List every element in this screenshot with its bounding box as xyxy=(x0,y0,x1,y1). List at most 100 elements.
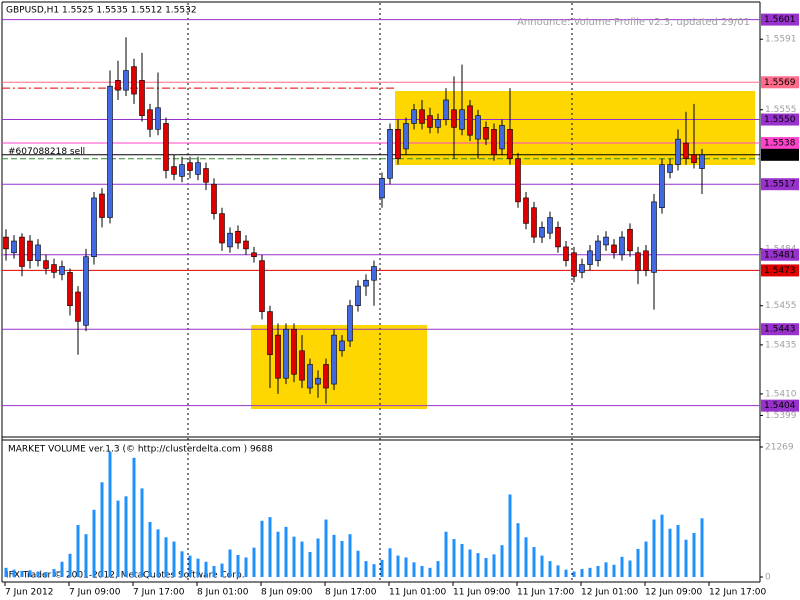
candle-body xyxy=(683,142,689,160)
candle-body xyxy=(635,252,641,271)
volume-bar xyxy=(204,561,208,577)
volume-bar xyxy=(420,565,424,577)
level-label: 1.5569 xyxy=(764,78,796,88)
volume-bar xyxy=(452,539,456,577)
level-label: 1.5443 xyxy=(764,325,796,335)
level-label-bg xyxy=(761,264,799,277)
volume-bar xyxy=(388,548,392,577)
level-label-bg xyxy=(761,178,799,191)
y-tick-label: 1.5455 xyxy=(765,301,797,311)
candle-body xyxy=(331,334,337,385)
candle-body xyxy=(411,109,417,124)
candle-body xyxy=(475,115,481,140)
candle-body xyxy=(27,240,33,261)
candle-body xyxy=(35,244,41,261)
y-tick-label: 1.5555 xyxy=(765,105,797,115)
volume-bar xyxy=(660,514,664,577)
candle-body xyxy=(91,197,97,258)
candle-body xyxy=(131,66,137,95)
volume-bar xyxy=(604,562,608,577)
volume-tick-label: 21269 xyxy=(765,443,794,453)
level-label: 1.5517 xyxy=(764,180,796,190)
volume-bar xyxy=(516,523,520,577)
candle-body xyxy=(283,328,289,379)
volume-bar xyxy=(132,457,136,577)
candle-body xyxy=(75,291,81,322)
volume-bar xyxy=(44,572,48,577)
level-label: 1.5550 xyxy=(764,115,796,125)
volume-bar xyxy=(380,559,384,577)
x-tick-label: 7 Jun 2012 xyxy=(5,588,53,598)
volume-bar xyxy=(588,567,592,577)
volume-bar xyxy=(316,538,320,577)
candle-body xyxy=(587,250,593,265)
volume-bar xyxy=(164,537,168,577)
candle-body xyxy=(651,201,657,273)
volume-bar xyxy=(476,553,480,577)
volume-bar xyxy=(196,558,200,577)
candle-body xyxy=(643,250,649,271)
candle-body xyxy=(115,80,121,91)
volume-bar xyxy=(148,521,152,577)
candle-body xyxy=(83,256,89,326)
candle-body xyxy=(171,166,177,175)
volume-bar xyxy=(668,528,672,577)
candle-body xyxy=(107,85,113,218)
candle-body xyxy=(555,227,561,248)
level-label: 1.5538 xyxy=(764,139,796,149)
candle-body xyxy=(203,168,209,183)
candle-body xyxy=(355,285,361,307)
volume-bar xyxy=(540,555,544,577)
candle-body xyxy=(19,236,25,267)
volume-bar xyxy=(260,520,264,577)
volume-bar xyxy=(4,567,8,577)
volume-bar xyxy=(508,494,512,577)
candle-body xyxy=(563,246,569,261)
candle-body xyxy=(251,252,257,258)
candle-body xyxy=(395,129,401,160)
candle-body xyxy=(523,197,529,224)
candle-body xyxy=(427,115,433,128)
level-label-bg xyxy=(761,399,799,412)
volume-bar xyxy=(84,534,88,577)
volume-bar xyxy=(636,548,640,577)
y-tick-label: 1.5410 xyxy=(765,389,797,399)
candle-body xyxy=(547,217,553,234)
candle-body xyxy=(595,240,601,261)
volume-zone-box xyxy=(395,91,755,165)
candle-body xyxy=(179,164,185,177)
candle-body xyxy=(675,138,681,165)
volume-bar xyxy=(492,554,496,577)
candle-body xyxy=(59,266,65,275)
candle-body xyxy=(363,279,369,287)
candle-body xyxy=(227,232,233,248)
candle-body xyxy=(571,252,577,277)
candle-body xyxy=(259,260,265,312)
candle-body xyxy=(579,264,585,273)
volume-bar xyxy=(428,567,432,577)
volume-bar xyxy=(60,561,64,577)
candle-body xyxy=(515,158,521,203)
candle-body xyxy=(275,334,281,379)
candle-body xyxy=(155,107,161,130)
volume-bar xyxy=(524,537,528,577)
order-label: #607088218 sell xyxy=(8,147,85,157)
volume-bar xyxy=(396,555,400,577)
volume-bar xyxy=(68,553,72,577)
volume-bar xyxy=(308,551,312,577)
volume-bar xyxy=(364,561,368,577)
candle-body xyxy=(451,109,457,128)
candle-body xyxy=(99,193,105,218)
candle-body xyxy=(323,364,329,389)
candle-body xyxy=(659,164,665,209)
volume-bar xyxy=(92,509,96,577)
x-tick-label: 7 Jun 09:00 xyxy=(69,588,121,598)
volume-bar xyxy=(644,541,648,577)
candle-body xyxy=(619,236,625,256)
level-label: 1.5481 xyxy=(764,250,796,260)
volume-bar xyxy=(268,517,272,577)
level-label: 1.5404 xyxy=(764,401,796,411)
candle-body xyxy=(627,228,633,252)
volume-bar xyxy=(548,561,552,577)
level-label-bg xyxy=(761,248,799,261)
